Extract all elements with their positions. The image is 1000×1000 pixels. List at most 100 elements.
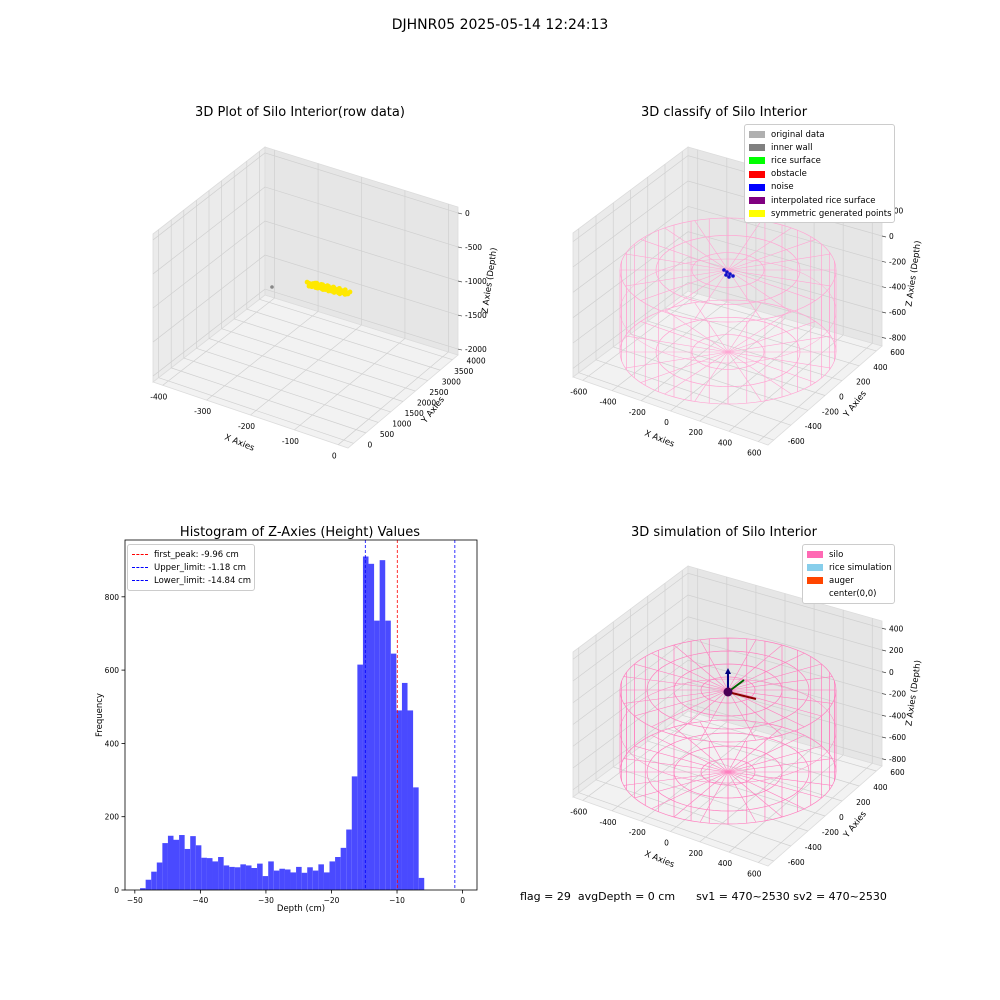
classify-ylabel: Y Axies	[841, 389, 869, 421]
classify-xtick-label: -600	[570, 387, 587, 396]
raw-ztick-label: 0	[465, 209, 470, 218]
simulation-legend: silo rice simulation auger center(0,0)	[802, 544, 895, 604]
raw-ytick-label: 3000	[442, 378, 461, 387]
histogram-bar	[273, 870, 280, 890]
histogram-bar	[167, 835, 174, 890]
sim-ytick-label: 600	[890, 768, 905, 777]
classify-legend-item: inner wall	[749, 141, 890, 154]
raw-ygrid	[234, 318, 428, 381]
sim-xtick-label: 0	[664, 839, 669, 848]
histogram-ytick-label: 200	[105, 813, 120, 822]
histogram-bar	[268, 861, 274, 890]
histogram-bar	[162, 843, 168, 890]
simulation-plot-title: 3D simulation of Silo Interior	[631, 525, 818, 540]
sim-silo-spoke	[673, 726, 729, 773]
sim-silo-spoke	[673, 644, 729, 691]
histogram-bar	[234, 867, 241, 890]
raw-3d-axes: -400-300-200-100005001000150020002500300…	[150, 146, 500, 461]
sim-silo-spoke	[727, 689, 833, 704]
classify-ygrid	[664, 307, 860, 367]
classify-silo-spoke	[694, 351, 729, 402]
histogram-legend-label: Upper_limit: -1.18 cm	[154, 562, 246, 573]
sim-silo-spoke	[634, 745, 729, 773]
classify-legend-item: noise	[749, 181, 890, 194]
classify-xtick-label: 200	[689, 428, 704, 437]
avg-depth-text: avgDepth = 0 cm	[577, 890, 676, 903]
sim-ztick	[881, 627, 887, 630]
classify-silo-spoke	[727, 309, 792, 353]
classify-ztick	[881, 286, 887, 289]
classify-silo-spoke	[625, 351, 729, 369]
sim-ytick-label: -200	[822, 828, 839, 837]
classify-silo-spoke	[727, 269, 792, 313]
histogram-bar	[340, 847, 347, 890]
classify-silo-spoke	[640, 269, 729, 301]
classify-silo-spoke	[640, 321, 729, 353]
classify-silo-spoke	[727, 227, 792, 271]
histogram-legend-swatch	[132, 580, 148, 582]
classify-ztick-label: -400	[889, 283, 906, 292]
sim-silo-spoke	[634, 663, 729, 691]
raw-ztick-label: -1500	[465, 311, 487, 320]
sim-silo-spoke	[699, 639, 729, 691]
classify-ztick-label: -600	[889, 308, 906, 317]
classify-zgrid	[572, 281, 883, 369]
simulation-legend-swatch	[807, 590, 823, 598]
simulation-legend-item: silo	[807, 548, 890, 561]
raw-xtick-label: 0	[332, 452, 337, 461]
classify-legend-swatch	[749, 197, 765, 205]
histogram-frame	[124, 539, 478, 891]
classify-silo-spoke	[640, 351, 729, 383]
sim-silo-spoke	[699, 689, 729, 741]
raw-zgrid	[152, 152, 459, 241]
sim-ytick-label: 0	[839, 813, 844, 822]
classify-ztick-label: -200	[889, 257, 906, 266]
sim-silo-spoke	[727, 758, 833, 773]
histogram-bar	[201, 857, 207, 890]
sim-silo-spoke	[727, 689, 822, 717]
sim-xtick-label: 600	[747, 870, 762, 879]
raw-ytick-label: 0	[368, 440, 373, 449]
histogram-bar	[296, 866, 302, 890]
noise-point	[728, 272, 732, 276]
sim-ztick-label: 200	[889, 646, 904, 655]
simulation-legend-item: rice simulation	[807, 561, 892, 574]
classify-zlabel: Z Axies (Depth)	[904, 240, 923, 307]
classify-ygrid	[595, 359, 791, 426]
raw-ytick-label: 2500	[429, 388, 448, 397]
histogram-ytick-label: 0	[114, 886, 119, 895]
classify-xtick-label: -200	[629, 408, 646, 417]
histogram-bar	[318, 864, 324, 890]
raw-xtick-label: -200	[238, 422, 255, 431]
classify-silo-spoke	[727, 321, 816, 353]
classify-legend-swatch	[749, 170, 765, 178]
histogram-bar	[290, 872, 297, 890]
sim-silo-spoke	[727, 771, 833, 786]
simulation-legend-item: auger	[807, 574, 890, 587]
raw-xlabel: X Axies	[223, 433, 256, 454]
sim-ytick-label: -600	[788, 858, 805, 867]
simulation-legend-item: center(0,0)	[807, 588, 890, 601]
sim-silo-spoke	[727, 676, 833, 691]
raw-zgrid	[152, 186, 459, 275]
histogram-bar	[346, 829, 352, 890]
raw-zgrid	[152, 220, 459, 309]
sim-silo-spoke	[727, 663, 822, 691]
noise-point	[724, 273, 728, 277]
classify-zgrid	[572, 205, 883, 293]
classify-legend-label: interpolated rice surface	[771, 195, 876, 206]
raw-ytick-label: 1000	[392, 419, 411, 428]
sim-silo-spoke	[623, 676, 729, 691]
classify-legend-label: obstacle	[771, 169, 807, 180]
histogram-xtick-label: −20	[324, 896, 340, 905]
sim-xtick-label: 200	[689, 849, 704, 858]
classify-ztick	[881, 337, 887, 339]
sim-ztick	[881, 671, 887, 674]
sim-silo-spoke	[727, 726, 783, 773]
histogram-bar	[301, 872, 308, 890]
sim-ztick	[881, 736, 887, 739]
raw-ytick-label: 3500	[454, 367, 473, 376]
raw-ztick-label: -2000	[465, 345, 487, 354]
classify-ytick-label: 600	[890, 348, 905, 357]
classify-ztick-label: 0	[889, 232, 894, 241]
